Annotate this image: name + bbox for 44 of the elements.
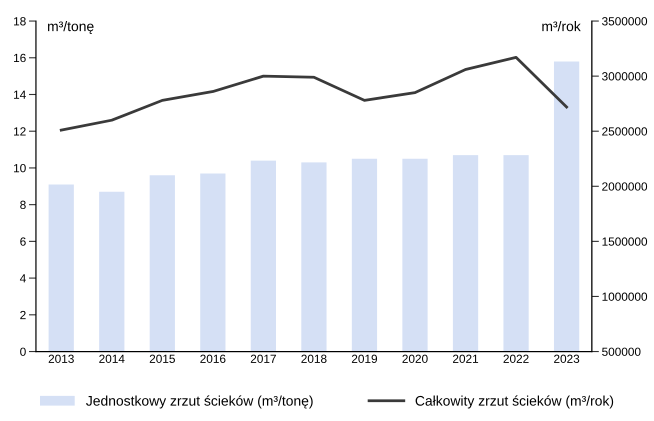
y2-tick-label: 500000 bbox=[602, 348, 641, 356]
y2-axis-title: m³/rok bbox=[542, 21, 581, 32]
x-tick-label: 2022 bbox=[504, 354, 529, 363]
x-tick-label: 2015 bbox=[150, 354, 175, 363]
bar bbox=[452, 155, 478, 352]
bar bbox=[301, 162, 327, 352]
line-series bbox=[60, 56, 568, 132]
y-tick-label: 14 bbox=[14, 90, 26, 99]
y-tick-label: 0 bbox=[20, 348, 26, 356]
y-axis-title: m³/tonę bbox=[48, 21, 94, 34]
y-tick-label: 10 bbox=[14, 164, 26, 172]
bar bbox=[48, 184, 74, 352]
y2-tick-label: 1500000 bbox=[602, 237, 648, 246]
y-tick-label: 6 bbox=[20, 237, 26, 246]
y-tick-label: 2 bbox=[20, 310, 26, 320]
x-tick-label: 2018 bbox=[301, 354, 327, 363]
x-tick-label: 2016 bbox=[200, 354, 226, 363]
bar bbox=[150, 175, 175, 352]
x-tick-label: 2013 bbox=[48, 354, 74, 363]
bar bbox=[250, 160, 276, 352]
bar bbox=[200, 173, 226, 352]
legend-label: Jednostkowy zrzut ścieków (m³/tonę) bbox=[86, 395, 313, 408]
y-tick-label: 8 bbox=[20, 200, 26, 210]
y-tick-label: 12 bbox=[14, 127, 26, 136]
x-tick-label: 2021 bbox=[452, 354, 478, 363]
bar bbox=[99, 192, 124, 352]
y2-tick-label: 2500000 bbox=[602, 127, 648, 136]
y2-tick-label: 1000000 bbox=[602, 292, 648, 301]
x-tick-label: 2019 bbox=[352, 354, 378, 363]
y2-tick-label: 3000000 bbox=[602, 72, 648, 81]
x-tick-label: 2023 bbox=[554, 354, 580, 363]
bar bbox=[503, 155, 529, 352]
bar bbox=[402, 158, 428, 352]
x-tick-label: 2017 bbox=[250, 354, 276, 363]
x-tick-label: 2020 bbox=[402, 354, 428, 363]
y2-tick-label: 3500000 bbox=[602, 17, 648, 26]
x-tick-label: 2014 bbox=[99, 354, 125, 363]
y-tick-label: 4 bbox=[20, 274, 26, 282]
bar bbox=[554, 61, 580, 352]
legend-label: Całkowity zrzut ścieków (m³/rok) bbox=[416, 395, 614, 408]
y2-tick-label: 2000000 bbox=[602, 182, 648, 191]
y-tick-label: 16 bbox=[14, 54, 26, 62]
bar bbox=[352, 158, 378, 352]
y-tick-label: 18 bbox=[14, 17, 26, 26]
